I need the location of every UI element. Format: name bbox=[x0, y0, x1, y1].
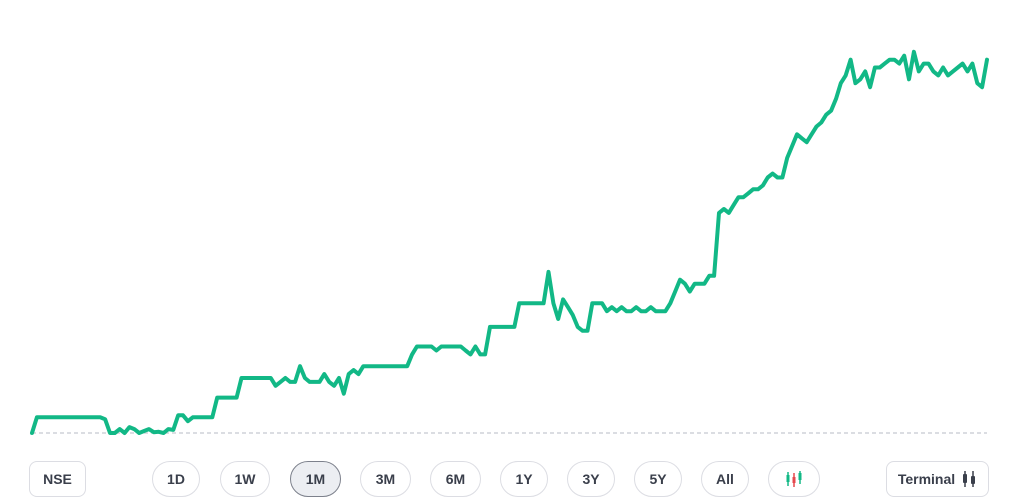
range-1y-button[interactable]: 1Y bbox=[500, 461, 548, 497]
terminal-label: Terminal bbox=[897, 471, 956, 487]
range-3y-button[interactable]: 3Y bbox=[567, 461, 615, 497]
candles-icon bbox=[961, 470, 977, 488]
range-6m-button[interactable]: 6M bbox=[430, 461, 481, 497]
terminal-button[interactable]: Terminal bbox=[886, 461, 989, 497]
exchange-button[interactable]: NSE bbox=[29, 461, 86, 497]
candlestick-icon bbox=[784, 470, 804, 488]
range-1m-button[interactable]: 1M bbox=[290, 461, 341, 497]
range-all-button[interactable]: All bbox=[701, 461, 749, 497]
range-3m-button[interactable]: 3M bbox=[360, 461, 411, 497]
candlestick-view-button[interactable] bbox=[768, 461, 820, 497]
price-line bbox=[30, 49, 989, 435]
range-1w-button[interactable]: 1W bbox=[220, 461, 270, 497]
range-5y-button[interactable]: 5Y bbox=[634, 461, 682, 497]
range-1d-button[interactable]: 1D bbox=[152, 461, 200, 497]
price-chart[interactable] bbox=[0, 0, 1015, 450]
